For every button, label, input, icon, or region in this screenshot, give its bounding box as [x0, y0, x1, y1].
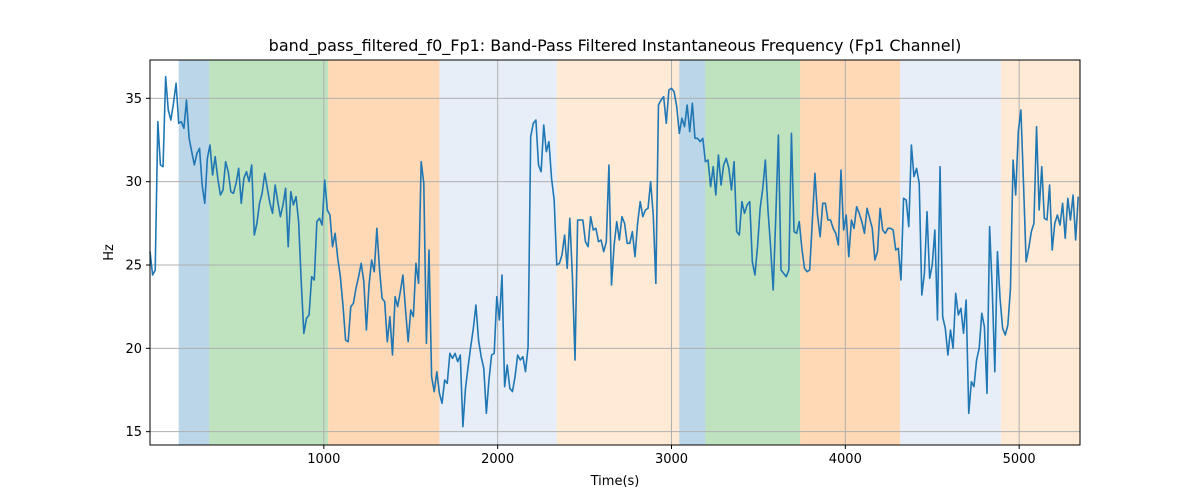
shaded-bands: [178, 60, 1080, 445]
x-tick-label-4: 5000: [1003, 452, 1036, 467]
y-tick-label-3: 30: [125, 175, 142, 190]
x-axis-ticks: 1000 2000 3000 4000 5000: [307, 445, 1036, 467]
y-tick-label-1: 20: [125, 342, 142, 357]
plot-frame: [149, 59, 1081, 446]
band-8: [900, 60, 1001, 445]
x-tick-label-2: 3000: [655, 452, 688, 467]
band-1: [209, 60, 329, 445]
band-4: [556, 60, 680, 445]
x-axis-label: Time(s): [590, 474, 640, 489]
band-6: [705, 60, 801, 445]
band-2: [328, 60, 440, 445]
frequency-line: [149, 75, 1080, 428]
chart-title: band_pass_filtered_f0_Fp1: Band-Pass Fil…: [269, 36, 962, 56]
band-7: [800, 60, 901, 445]
y-tick-label-4: 35: [125, 92, 142, 107]
band-9: [1000, 60, 1080, 445]
x-tick-label-3: 4000: [829, 452, 862, 467]
band-0: [178, 60, 210, 445]
y-axis-ticks: 15 20 25 30 35: [125, 92, 150, 440]
y-tick-label-2: 25: [125, 259, 142, 274]
x-tick-label-0: 1000: [307, 452, 340, 467]
band-5: [679, 60, 706, 445]
y-tick-label-0: 15: [125, 425, 142, 440]
x-tick-label-1: 2000: [481, 452, 514, 467]
y-axis-label: Hz: [102, 244, 117, 261]
